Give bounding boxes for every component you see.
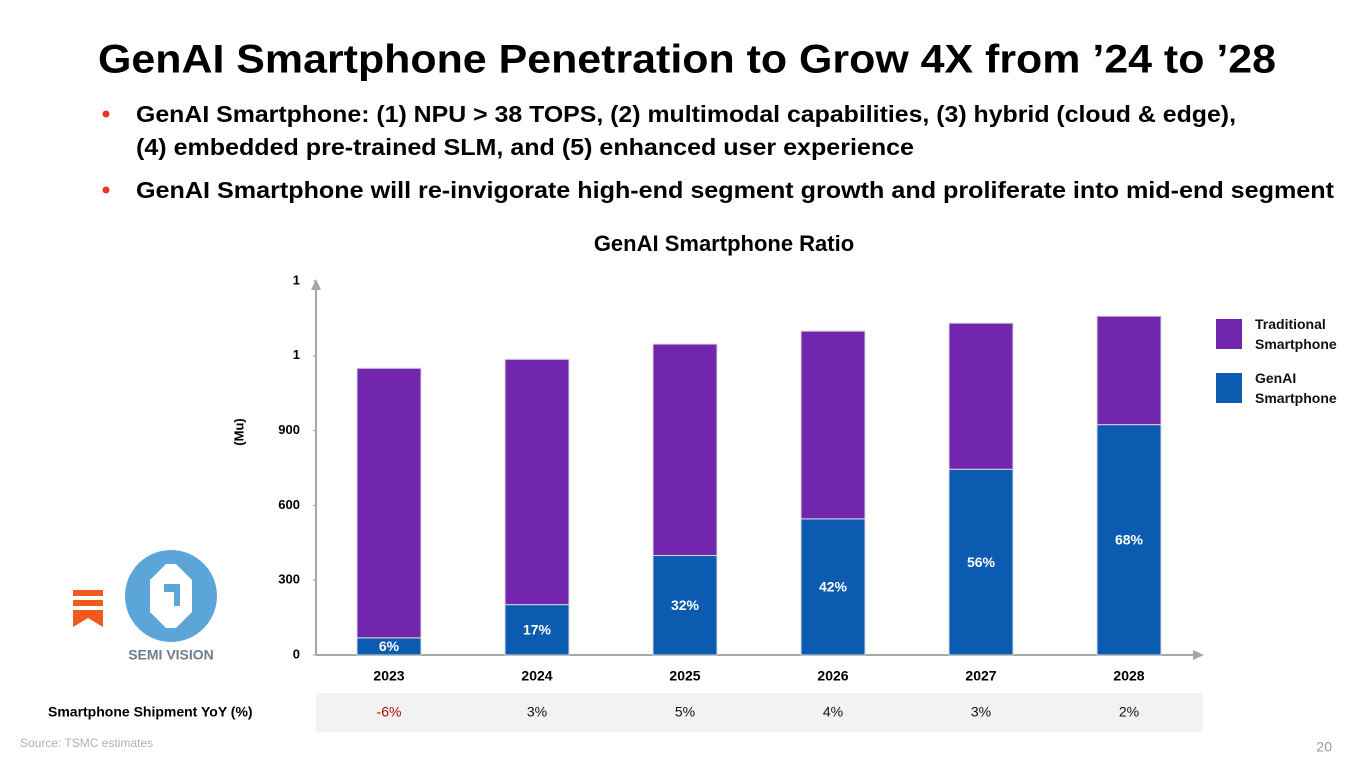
table-cell: 3%: [971, 704, 991, 720]
bar-segment: [652, 343, 718, 557]
y-tick-label: 900: [278, 422, 300, 437]
x-tick-label: 2024: [521, 668, 552, 684]
legend-swatch: [1216, 373, 1242, 403]
y-tick-label: 300: [278, 572, 300, 587]
legend-swatch: [1216, 319, 1242, 349]
legend-label: GenAI Smartphone: [1255, 370, 1337, 406]
y-axis-label: (Mu): [231, 418, 246, 445]
logo-shape: [164, 584, 180, 606]
y-tick-label: 1: [293, 347, 300, 362]
logo-text: SEMI VISION: [128, 647, 214, 663]
x-tick-label: 2025: [669, 668, 700, 684]
page-number: 20: [1316, 739, 1332, 755]
y-tick-label: 1: [293, 272, 300, 287]
bullet-dot: [102, 186, 110, 194]
table-cell: 4%: [823, 704, 843, 720]
table-cell: 3%: [527, 704, 547, 720]
y-tick-label: 0: [293, 646, 300, 661]
data-label: 42%: [819, 579, 848, 595]
table-cell: 5%: [675, 704, 695, 720]
bullet-text: GenAI Smartphone will re-invigorate high…: [136, 177, 1334, 203]
x-tick-label: 2023: [373, 668, 404, 684]
logo-icon: [73, 590, 103, 627]
bar-segment: [504, 358, 570, 606]
y-tick-label: 600: [278, 497, 300, 512]
data-label: 68%: [1115, 532, 1144, 548]
table-cell: -6%: [377, 704, 402, 720]
data-label: 6%: [379, 638, 400, 654]
legend-item: GenAI Smartphone: [1216, 368, 1350, 408]
logo-shape: [150, 564, 192, 628]
data-label: 17%: [523, 622, 552, 638]
table-row-bg: [316, 693, 1203, 732]
bullet-text: GenAI Smartphone: (1) NPU > 38 TOPS, (2)…: [136, 101, 1236, 127]
x-tick-label: 2028: [1113, 668, 1144, 684]
x-tick-label: 2027: [965, 668, 996, 684]
slide-title: GenAI Smartphone Penetration to Grow 4X …: [98, 38, 1276, 82]
legend-label: Traditional Smartphone: [1255, 316, 1337, 352]
data-label: 32%: [671, 597, 700, 613]
bullet-dot: [102, 110, 110, 118]
legend-item: Traditional Smartphone: [1216, 314, 1350, 354]
axis-arrow: [311, 279, 321, 290]
bar-segment: [800, 330, 866, 520]
table-cell: 2%: [1119, 704, 1139, 720]
bar-segment: [1096, 315, 1162, 426]
bar-segment: [948, 468, 1014, 656]
chart-title: GenAI Smartphone Ratio: [594, 231, 854, 256]
x-tick-label: 2026: [817, 668, 848, 684]
data-label: 56%: [967, 554, 996, 570]
bullet-text: (4) embedded pre-trained SLM, and (5) en…: [136, 134, 914, 160]
table-row-label: Smartphone Shipment YoY (%): [48, 704, 253, 720]
bar-segment: [948, 322, 1014, 470]
bar-segment: [1096, 424, 1162, 656]
source-note: Source: TSMC estimates: [20, 736, 153, 750]
bar-segment: [356, 367, 422, 639]
axis-arrow: [1193, 650, 1204, 660]
